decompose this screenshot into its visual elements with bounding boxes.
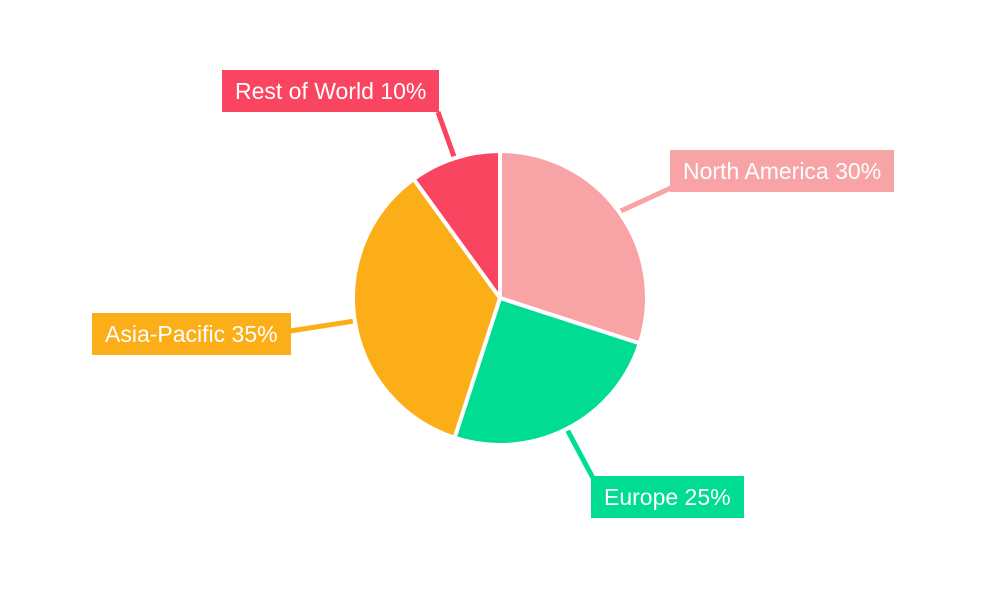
leader-line-rest-of-world <box>435 111 458 160</box>
pie-slice-north-america[interactable] <box>498 149 649 346</box>
pie-slice-rest-of-world[interactable] <box>411 149 502 300</box>
pie-label-asia-pacific: Asia-Pacific 35% <box>92 313 291 355</box>
pie-label-rest-of-world: Rest of World 10% <box>222 70 440 112</box>
pie-label-europe: Europe 25% <box>591 476 744 518</box>
leader-line-north-america <box>617 184 675 215</box>
leader-line-asia-pacific <box>289 318 357 334</box>
leader-line-europe <box>564 426 596 480</box>
pie-slice-europe[interactable] <box>452 296 642 447</box>
pie-slice-asia-pacific[interactable] <box>351 177 502 440</box>
pie-label-north-america: North America 30% <box>670 150 895 192</box>
